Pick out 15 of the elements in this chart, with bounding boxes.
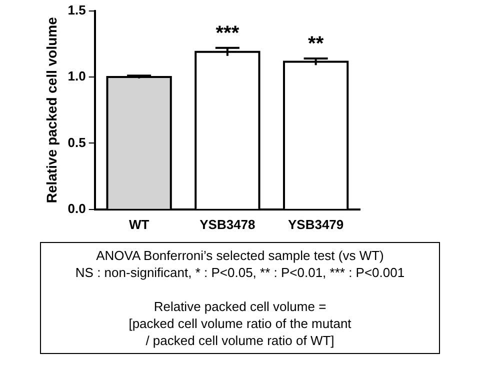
text: Relative packed cell volume = xyxy=(152,298,328,315)
x-tick-label: YSB3478 xyxy=(200,216,256,232)
y-tick-label: 1.0 xyxy=(68,68,86,84)
y-tick-label: 0.0 xyxy=(68,200,86,216)
y-tick-label: 1.5 xyxy=(68,2,86,18)
y-axis-title: Relative packed cell volume xyxy=(43,16,60,204)
y-tick-label: 0.5 xyxy=(68,134,86,150)
x-tick-label: WT xyxy=(128,216,150,232)
x-tick-label: YSB3479 xyxy=(288,216,344,232)
text: [packed cell volume ratio of the mutant xyxy=(128,315,352,332)
annotation: *** xyxy=(216,22,240,44)
text: ANOVA Bonferroni’s selected sample test (vs WT) xyxy=(95,247,385,264)
text: NS : non-significant, * : P<0.05, ** : P<0.01, *** : P<0.001 xyxy=(74,264,406,281)
annotation: ** xyxy=(308,32,324,55)
text: / packed cell volume ratio of WT] xyxy=(144,332,336,349)
